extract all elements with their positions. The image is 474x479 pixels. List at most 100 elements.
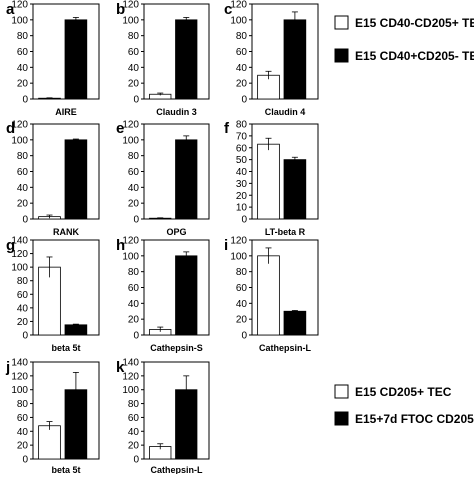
- y-tick-label: 60: [17, 47, 29, 58]
- y-tick-label: 140: [122, 358, 139, 369]
- bar: [38, 425, 61, 460]
- x-axis-label: Cathepsin-S: [150, 343, 203, 353]
- chart-panel-b: b 0 20 40 60 80 100 120 Claudin 3: [116, 0, 210, 117]
- y-tick-label: 100: [122, 15, 139, 26]
- y-tick-label: 120: [122, 0, 139, 11]
- legend-label: E15 CD40-CD205+ TEC: [355, 16, 474, 30]
- y-tick-label: 40: [236, 299, 248, 310]
- x-axis-label: Claudin 3: [156, 107, 197, 117]
- bar: [257, 255, 280, 336]
- panel-letter: e: [116, 120, 124, 137]
- y-tick-label: 20: [17, 317, 29, 328]
- legend-swatch: [334, 15, 349, 30]
- y-tick-label: 100: [230, 251, 247, 262]
- y-tick-label: 20: [17, 199, 29, 210]
- y-tick-label: 100: [122, 385, 139, 396]
- panel-letter: k: [116, 359, 125, 376]
- panel-letter: b: [116, 1, 125, 18]
- y-tick-label: 40: [128, 427, 140, 438]
- y-tick-label: 120: [11, 371, 28, 382]
- legend-swatch: [334, 384, 349, 399]
- y-tick-label: 40: [128, 183, 140, 194]
- y-tick-label: 20: [128, 199, 140, 210]
- y-tick-label: 100: [122, 135, 139, 146]
- y-tick-label: 20: [236, 191, 248, 202]
- y-tick-label: 60: [128, 47, 140, 58]
- y-tick-label: 80: [17, 399, 29, 410]
- y-tick-label: 120: [11, 0, 28, 11]
- bar: [257, 143, 280, 220]
- y-tick-label: 80: [236, 267, 248, 278]
- y-tick-label: 30: [236, 179, 248, 190]
- y-tick-label: 40: [17, 63, 29, 74]
- y-tick-label: 60: [236, 47, 248, 58]
- y-tick-label: 80: [236, 31, 248, 42]
- x-axis-label: Claudin 4: [265, 107, 306, 117]
- legend-swatch: [334, 48, 349, 63]
- y-tick-label: 40: [17, 183, 29, 194]
- bar: [283, 310, 307, 336]
- y-tick-label: 140: [11, 358, 28, 369]
- x-axis-label: Cathepsin-L: [259, 343, 312, 353]
- x-axis-label: beta 5t: [51, 465, 80, 474]
- y-tick-label: 80: [17, 276, 29, 287]
- y-tick-label: 0: [133, 95, 139, 106]
- panel-letter: j: [5, 359, 10, 376]
- panel-letter: h: [116, 237, 125, 254]
- panel-letter: g: [6, 237, 15, 254]
- y-tick-label: 60: [128, 167, 140, 178]
- y-tick-label: 0: [133, 331, 139, 342]
- bar: [64, 19, 88, 100]
- y-tick-label: 60: [17, 413, 29, 424]
- panel-letter: c: [224, 1, 232, 18]
- y-tick-label: 40: [236, 167, 248, 178]
- y-tick-label: 120: [230, 236, 247, 247]
- y-tick-label: 70: [236, 131, 248, 142]
- y-tick-label: 120: [122, 236, 139, 247]
- y-tick-label: 0: [241, 215, 247, 226]
- y-tick-label: 20: [236, 315, 248, 326]
- y-tick-label: 80: [128, 31, 140, 42]
- y-tick-label: 120: [122, 371, 139, 382]
- bar: [64, 324, 88, 336]
- x-axis-label: LT-beta R: [265, 227, 306, 237]
- y-tick-label: 80: [17, 31, 29, 42]
- y-tick-label: 40: [128, 299, 140, 310]
- y-tick-label: 0: [22, 455, 28, 466]
- y-tick-label: 60: [128, 413, 140, 424]
- y-tick-label: 100: [11, 15, 28, 26]
- y-tick-label: 120: [11, 120, 28, 131]
- y-tick-label: 100: [11, 385, 28, 396]
- bar: [175, 255, 198, 336]
- y-tick-label: 120: [230, 0, 247, 11]
- chart-panel-g: g 0 20 40 60 80 100 120 140 beta 5t: [6, 236, 100, 353]
- chart-panel-a: a 0 20 40 60 80 100 120 AIRE: [6, 0, 100, 117]
- chart-panels: a 0 20 40 60 80 100 120 AIRE b 0 20 40 60 80 100 120 Clau…: [5, 0, 319, 475]
- chart-panel-e: e 0 20 40 60 80 100 120 OPG: [116, 120, 210, 237]
- y-tick-label: 0: [241, 331, 247, 342]
- y-tick-label: 0: [22, 331, 28, 342]
- y-tick-label: 20: [128, 315, 140, 326]
- y-tick-label: 120: [122, 120, 139, 131]
- bar: [283, 19, 307, 100]
- x-axis-label: AIRE: [55, 107, 77, 117]
- y-tick-label: 50: [236, 155, 248, 166]
- chart-panel-i: i 0 20 40 60 80 100 120 Cathepsin-L: [224, 236, 319, 353]
- y-tick-label: 80: [128, 151, 140, 162]
- y-tick-label: 0: [133, 215, 139, 226]
- panel-letter: a: [6, 1, 15, 18]
- y-tick-label: 80: [236, 120, 248, 131]
- x-axis-label: Cathepsin-L: [150, 465, 203, 474]
- y-tick-label: 100: [11, 263, 28, 274]
- y-tick-label: 80: [128, 399, 140, 410]
- y-tick-label: 80: [17, 151, 29, 162]
- x-axis-label: OPG: [166, 227, 186, 237]
- panel-letter: i: [224, 237, 228, 254]
- y-tick-label: 60: [17, 290, 29, 301]
- y-tick-label: 120: [11, 249, 28, 260]
- y-tick-label: 0: [241, 95, 247, 106]
- bar: [283, 159, 307, 220]
